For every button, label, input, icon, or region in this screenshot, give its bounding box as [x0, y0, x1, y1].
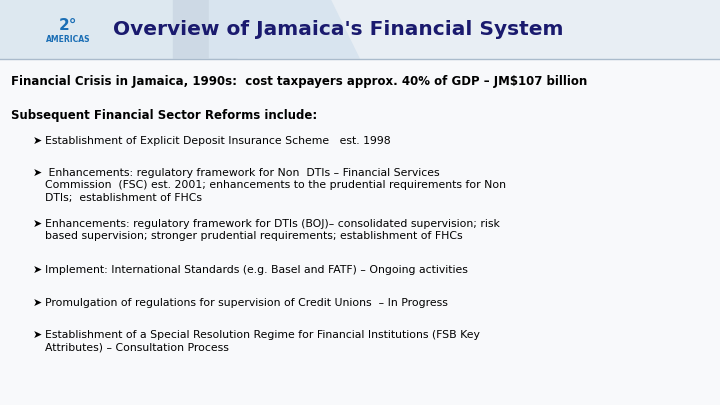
FancyBboxPatch shape — [0, 0, 151, 59]
Text: 2°: 2° — [59, 18, 78, 33]
FancyBboxPatch shape — [0, 59, 720, 405]
Text: Subsequent Financial Sector Reforms include:: Subsequent Financial Sector Reforms incl… — [11, 109, 317, 122]
Text: Implement: International Standards (e.g. Basel and FATF) – Ongoing activities: Implement: International Standards (e.g.… — [45, 265, 468, 275]
Polygon shape — [209, 0, 360, 59]
Text: Promulgation of regulations for supervision of Credit Unions  – In Progress: Promulgation of regulations for supervis… — [45, 298, 449, 308]
Text: ➤: ➤ — [32, 219, 42, 229]
Text: ➤: ➤ — [32, 168, 42, 178]
Text: Establishment of Explicit Deposit Insurance Scheme   est. 1998: Establishment of Explicit Deposit Insura… — [45, 136, 391, 146]
Text: Overview of Jamaica's Financial System: Overview of Jamaica's Financial System — [113, 20, 564, 39]
FancyBboxPatch shape — [0, 0, 720, 59]
Text: Establishment of a Special Resolution Regime for Financial Institutions (FSB Key: Establishment of a Special Resolution Re… — [45, 330, 480, 352]
Text: AMERICAS: AMERICAS — [46, 35, 91, 44]
Polygon shape — [173, 0, 238, 59]
Text: Enhancements: regulatory framework for Non  DTIs – Financial Services
Commission: Enhancements: regulatory framework for N… — [45, 168, 506, 203]
Text: Enhancements: regulatory framework for DTIs (BOJ)– consolidated supervision; ris: Enhancements: regulatory framework for D… — [45, 219, 500, 241]
Text: ➤: ➤ — [32, 330, 42, 340]
Polygon shape — [137, 0, 202, 59]
Text: ➤: ➤ — [32, 298, 42, 308]
Text: Financial Crisis in Jamaica, 1990s:  cost taxpayers approx. 40% of GDP – JM$107 : Financial Crisis in Jamaica, 1990s: cost… — [11, 75, 587, 88]
Text: ➤: ➤ — [32, 136, 42, 146]
Text: ➤: ➤ — [32, 265, 42, 275]
